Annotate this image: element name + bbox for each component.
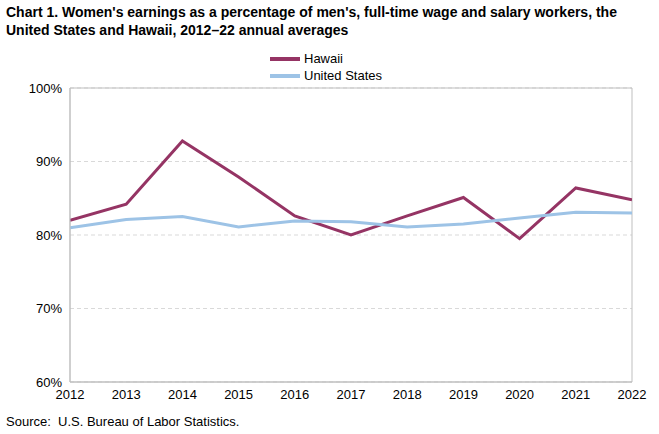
svg-text:80%: 80% (36, 228, 62, 243)
svg-text:2019: 2019 (449, 387, 478, 402)
html-text:United States: United States (304, 68, 382, 83)
svg-text:2022: 2022 (618, 387, 647, 402)
svg-text:2015: 2015 (224, 387, 253, 402)
svg-text:2018: 2018 (393, 387, 422, 402)
svg-text:60%: 60% (36, 375, 62, 390)
svg-text:2016: 2016 (280, 387, 309, 402)
svg-text:2014: 2014 (168, 387, 197, 402)
svg-text:2012: 2012 (55, 387, 85, 403)
svg-text:2021: 2021 (561, 387, 590, 402)
svg-text:90%: 90% (36, 154, 62, 169)
svg-text:2013: 2013 (112, 387, 141, 402)
svg-text:2020: 2020 (505, 387, 534, 402)
svg-text:100%: 100% (29, 81, 63, 96)
svg-text:70%: 70% (36, 301, 62, 316)
svg-text:2017: 2017 (337, 387, 366, 402)
html-text:Chart 1. Women's earnings as a: Chart 1. Women's earnings as a percentag… (6, 4, 617, 38)
html-text:Hawaii: Hawaii (304, 51, 343, 66)
html-text:Source: U.S. Bureau of Labor S: Source: U.S. Bureau of Labor Statistics. (6, 414, 240, 429)
